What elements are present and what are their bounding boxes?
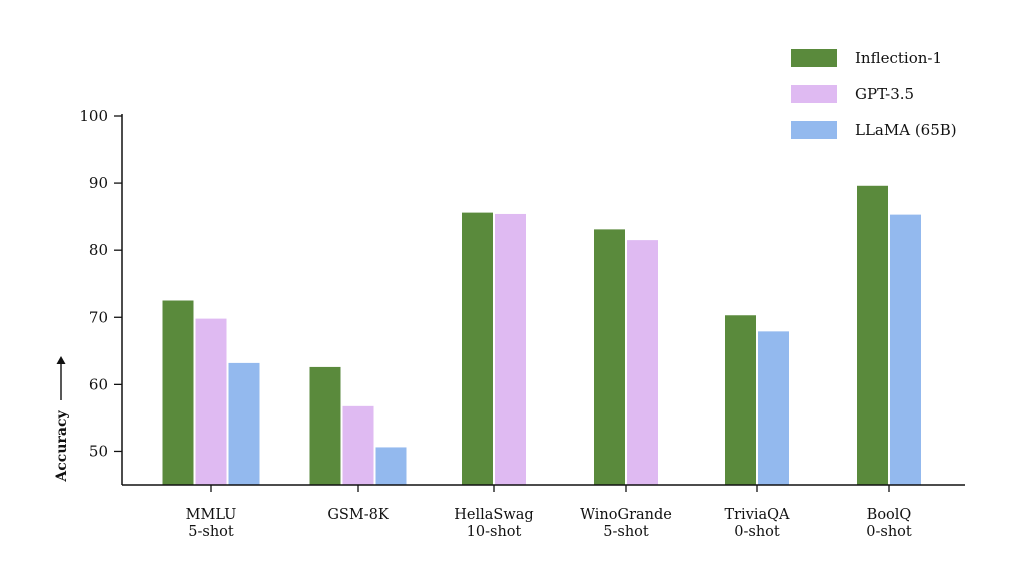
x-tick-label: HellaSwag xyxy=(454,507,533,523)
bar-llama-65b-0 xyxy=(228,362,260,485)
x-tick-label: GSM-8K xyxy=(327,507,389,523)
y-tick-label: 50 xyxy=(89,442,108,460)
x-tick-label: TriviaQA xyxy=(724,507,790,523)
bar-inflection-1-4 xyxy=(725,315,756,485)
bar-gpt-3-5-0 xyxy=(195,318,227,485)
bar-inflection-1-2 xyxy=(462,212,493,486)
legend-swatch xyxy=(791,85,837,103)
bar-inflection-1-5 xyxy=(857,185,888,486)
bar-inflection-1-3 xyxy=(594,229,625,485)
y-axis-title-group: Accuracy xyxy=(54,356,70,483)
bar-llama-65b-4 xyxy=(758,331,789,485)
bar-llama-65b-5 xyxy=(890,214,921,485)
y-axis-title-arrowhead xyxy=(56,356,66,364)
x-tick-label: 5-shot xyxy=(603,524,649,540)
x-tick-label: 0-shot xyxy=(866,524,912,540)
legend-swatch xyxy=(791,49,837,67)
x-tick-label: MMLU xyxy=(186,507,237,523)
legend: Inflection-1 GPT-3.5 LLaMA (65B) xyxy=(791,49,957,139)
legend-label: GPT-3.5 xyxy=(855,85,914,103)
y-tick-label: 80 xyxy=(89,241,108,259)
x-tick-label: 5-shot xyxy=(188,524,234,540)
x-tick-label: 10-shot xyxy=(467,524,522,540)
bars-group xyxy=(162,185,921,486)
y-tick-label: 60 xyxy=(89,375,108,393)
bar-gpt-3-5-1 xyxy=(342,405,374,485)
x-tick-label: BoolQ xyxy=(867,507,912,523)
x-tick-label: WinoGrande xyxy=(580,507,672,523)
legend-label: LLaMA (65B) xyxy=(855,121,957,139)
bar-inflection-1-1 xyxy=(309,366,341,485)
y-axis-title: Accuracy xyxy=(54,410,70,483)
bar-gpt-3-5-2 xyxy=(495,213,526,485)
y-tick-label: 100 xyxy=(79,107,108,125)
legend-label: Inflection-1 xyxy=(855,49,942,67)
bar-inflection-1-0 xyxy=(162,300,194,485)
bar-llama-65b-1 xyxy=(375,447,407,485)
legend-swatch xyxy=(791,121,837,139)
x-tick-label: 0-shot xyxy=(734,524,780,540)
y-tick-label: 90 xyxy=(89,174,108,192)
bar-gpt-3-5-3 xyxy=(627,240,658,485)
y-tick-label: 70 xyxy=(89,308,108,326)
